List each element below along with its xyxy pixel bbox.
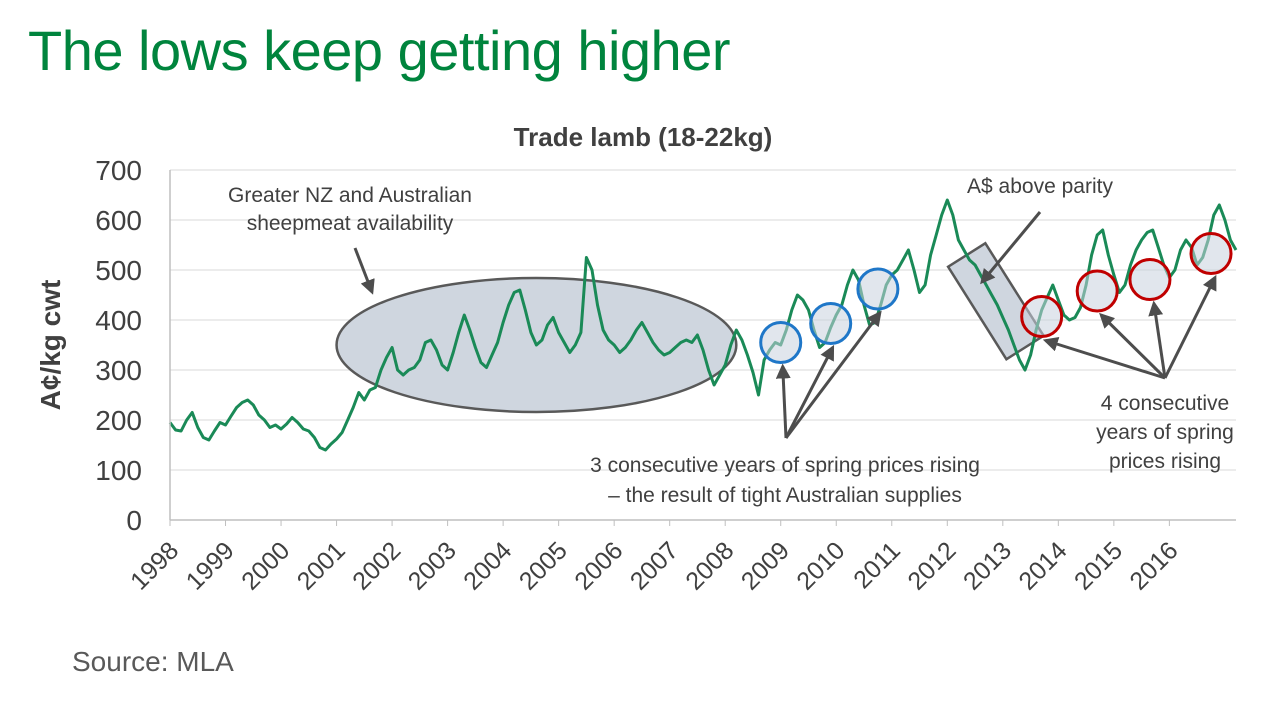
annotation-arrow	[1042, 336, 1166, 380]
x-tick-label: 2013	[958, 536, 1017, 595]
annotation-arrow	[353, 247, 375, 295]
y-tick-label: 400	[95, 305, 142, 336]
y-tick-label: 700	[95, 155, 142, 186]
x-tick-label: 2001	[292, 536, 351, 595]
four-years-note-line: 4 consecutive	[1101, 392, 1229, 415]
annotation-arrow	[784, 310, 882, 439]
x-tick-label: 2005	[514, 536, 573, 595]
annotation-arrow	[775, 363, 791, 439]
y-tick-label: 500	[95, 255, 142, 286]
spring-low-circle-red	[1075, 269, 1119, 313]
slide-title: The lows keep getting higher	[28, 19, 731, 82]
annotation-arrows	[353, 211, 1217, 439]
spring-low-circle-red	[1020, 295, 1064, 338]
y-tick-label: 600	[95, 205, 142, 236]
three-years-note-line: – the result of tight Australian supplie…	[608, 484, 962, 507]
x-tick-label: 2000	[236, 536, 295, 595]
x-tick-label: 1998	[125, 536, 184, 595]
trade-lamb-series-line	[168, 198, 1238, 452]
x-tick-label: 2016	[1124, 536, 1183, 595]
x-tick-label: 2015	[1069, 536, 1128, 595]
x-tick-label: 2011	[848, 536, 906, 594]
x-tick-label: 2012	[902, 536, 961, 595]
spring-low-circle-blue	[856, 267, 900, 311]
x-tick-label: 2008	[680, 536, 739, 595]
x-tick-label: 2007	[625, 536, 684, 595]
chart-title: Trade lamb (18-22kg)	[514, 122, 773, 152]
spring-low-circle-red	[1189, 232, 1233, 275]
annotation-arrow	[1148, 300, 1167, 379]
spring-low-circle-blue	[809, 302, 853, 345]
annotation-arrow	[980, 211, 1042, 285]
y-tick-label: 300	[95, 355, 142, 386]
x-tick-label: 2014	[1013, 536, 1072, 595]
three-years-note-line: 3 consecutive years of spring prices ris…	[590, 454, 980, 477]
y-tick-label: 100	[95, 455, 142, 486]
supply-note-line: sheepmeat availability	[247, 212, 454, 235]
x-tick-label: 2009	[736, 536, 795, 595]
four-years-note-line: prices rising	[1109, 450, 1221, 473]
parity-note-line: A$ above parity	[967, 175, 1113, 198]
annotation-arrow	[1099, 312, 1167, 380]
circle-markers	[759, 232, 1233, 364]
x-tick-label: 2003	[403, 536, 462, 595]
spring-low-circle-red	[1128, 258, 1172, 301]
y-axis-label: A¢/kg cwt	[35, 280, 66, 411]
three-years-note: 3 consecutive years of spring prices ris…	[590, 454, 980, 507]
y-tick-label: 0	[126, 505, 142, 536]
four-years-note-line: years of spring	[1096, 421, 1234, 444]
x-tick-label: 2010	[791, 536, 850, 595]
x-tick-label: 2004	[458, 536, 517, 595]
parity-note: A$ above parity	[967, 175, 1113, 198]
x-tick-label: 2002	[347, 536, 406, 595]
highlight-shapes	[335, 241, 1046, 414]
x-tick-label: 1999	[181, 536, 240, 595]
annotations: Greater NZ and Australian sheepmeat avail…	[228, 175, 1234, 507]
supply-note-line: Greater NZ and Australian	[228, 184, 472, 207]
spring-low-circle-blue	[759, 321, 803, 364]
annotation-arrow	[1163, 274, 1217, 379]
series-layer	[168, 198, 1238, 452]
x-tick-label: 2006	[569, 536, 628, 595]
supply-note: Greater NZ and Australian sheepmeat avail…	[228, 184, 472, 235]
source-note: Source: MLA	[72, 646, 234, 677]
annotation-arrow	[784, 344, 835, 439]
four-years-note: 4 consecutive years of spring prices risin…	[1096, 392, 1234, 473]
y-tick-label: 200	[95, 405, 142, 436]
